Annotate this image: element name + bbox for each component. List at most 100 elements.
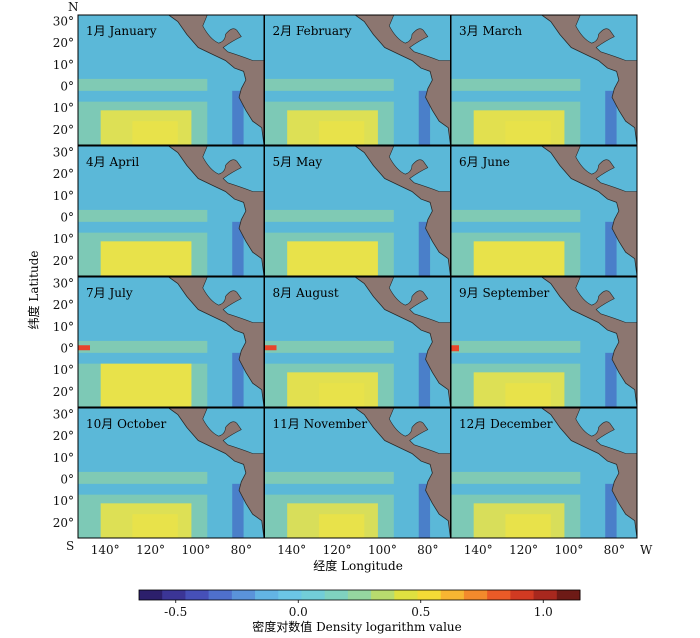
colorbar-swatch	[417, 590, 442, 600]
high-density-core	[318, 121, 365, 145]
equatorial-band	[451, 340, 581, 353]
colorbar-swatch	[533, 590, 558, 600]
latitude-tick: 20°	[53, 167, 74, 181]
west-label: W	[640, 543, 653, 557]
month-panel: 4月 April	[77, 145, 265, 277]
high-density-core	[505, 514, 551, 538]
gulf-of-mexico	[575, 15, 637, 61]
colorbar-swatch	[440, 590, 465, 600]
latitude-tick: 20°	[53, 254, 74, 268]
latitude-tick: 0°	[60, 342, 74, 356]
panel-frame	[450, 145, 638, 277]
coastal-low-density	[232, 221, 244, 276]
high-density-core	[505, 383, 551, 407]
coastal-low-density	[232, 483, 244, 538]
longitude-tick: 80°	[417, 543, 438, 557]
gulf-of-mexico	[202, 277, 264, 323]
colorbar-tick-label: 0.0	[289, 605, 308, 619]
panel-frame	[450, 407, 638, 539]
colorbar-tick-label: 1.0	[534, 605, 553, 619]
latitude-tick: 30°	[53, 15, 74, 29]
latitude-tick: 30°	[53, 408, 74, 422]
coastal-low-density	[418, 483, 431, 538]
colorbar-swatch	[463, 590, 488, 600]
longitude-tick: 100°	[368, 543, 397, 557]
month-panel: 8月 August	[264, 276, 451, 408]
colorbar-swatch	[208, 590, 233, 600]
colorbar-swatch	[255, 590, 279, 600]
equatorial-band	[78, 78, 208, 91]
coastal-low-density	[418, 352, 431, 407]
month-panel: 3月 March	[450, 14, 638, 146]
south-label: S	[66, 539, 74, 553]
gulf-of-mexico	[575, 277, 637, 323]
colorbar-swatch	[162, 590, 186, 600]
equatorial-band	[451, 471, 581, 484]
month-panel: 12月 December	[450, 407, 638, 539]
month-panel: 5月 May	[264, 145, 451, 277]
high-density-core	[505, 252, 551, 276]
month-title: 10月 October	[86, 417, 166, 431]
latitude-tick: 10°	[53, 363, 74, 377]
equatorial-band	[264, 209, 394, 222]
month-panel: 1月 January	[77, 14, 265, 146]
colorbar-swatch	[185, 590, 210, 600]
latitude-tick: 20°	[53, 36, 74, 50]
latitude-tick: 20°	[53, 298, 74, 312]
longitude-tick: 120°	[509, 543, 538, 557]
peak-density-cell	[451, 345, 459, 352]
equatorial-band	[451, 209, 581, 222]
latitude-tick: 30°	[53, 277, 74, 291]
coastal-low-density	[605, 221, 617, 276]
coastal-low-density	[232, 90, 244, 145]
equatorial-band	[264, 471, 394, 484]
month-title: 8月 August	[273, 286, 339, 300]
equatorial-band	[78, 340, 208, 353]
colorbar-swatch	[324, 590, 349, 600]
equatorial-band	[78, 209, 208, 222]
gulf-of-mexico	[388, 15, 451, 61]
colorbar-frame	[138, 589, 581, 601]
gulf-of-mexico	[388, 277, 451, 323]
panel-frame	[450, 14, 638, 146]
month-title: 12月 December	[459, 417, 553, 431]
month-title: 3月 March	[459, 24, 522, 38]
gulf-of-mexico	[202, 408, 264, 454]
panel-frame	[450, 276, 638, 408]
high-density-core	[318, 383, 365, 407]
y-axis-title: 纬度 Latitude	[26, 251, 41, 330]
month-title: 11月 November	[273, 417, 368, 431]
colorbar-swatch	[231, 590, 256, 600]
colorbar-tick-label: 0.5	[411, 605, 430, 619]
longitude-tick: 140°	[464, 543, 493, 557]
colorbar-tick-label: -0.5	[164, 605, 187, 619]
equatorial-band	[451, 78, 581, 91]
coastal-low-density	[605, 483, 617, 538]
colorbar-swatch	[556, 590, 581, 600]
colorbar-swatch	[510, 590, 535, 600]
longitude-tick-labels: 140° 120° 100° 80° 140° 120° 100° 80° 140° 120° 10…	[91, 543, 625, 557]
month-panel: 9月 September	[450, 276, 638, 408]
equatorial-band	[264, 78, 394, 91]
month-title: 7月 July	[86, 286, 133, 300]
coastal-low-density	[232, 352, 244, 407]
month-panel: 7月 July	[77, 276, 265, 408]
latitude-tick: 0°	[60, 473, 74, 487]
peak-density-cell	[264, 345, 277, 351]
colorbar-swatch	[487, 590, 511, 600]
longitude-tick: 80°	[231, 543, 252, 557]
month-panel: 11月 November	[264, 407, 451, 539]
month-title: 2月 February	[273, 24, 352, 38]
longitude-tick: 80°	[604, 543, 625, 557]
latitude-tick: 20°	[53, 123, 74, 137]
longitude-tick: 120°	[136, 543, 165, 557]
latitude-tick: 10°	[53, 189, 74, 203]
high-density-core	[318, 514, 365, 538]
latitude-tick-labels: 30° 20° 10° 0° 10° 20° 30° 20° 10° 0° 10° 20° 30° 20°…	[53, 15, 74, 530]
high-density-core	[132, 252, 178, 276]
peak-density-cell	[78, 345, 90, 351]
colorbar-swatch	[301, 590, 326, 600]
longitude-tick: 140°	[277, 543, 306, 557]
month-title: 9月 September	[459, 286, 550, 300]
high-density-core	[505, 121, 551, 145]
